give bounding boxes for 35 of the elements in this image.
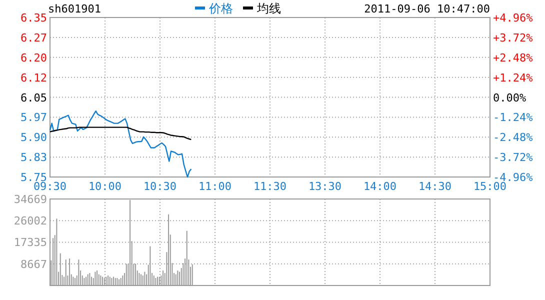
y-tick-label: 34669: [14, 193, 47, 206]
y-tick-label: 6.27: [20, 31, 47, 44]
y2-tick-label: +4.96%: [493, 12, 534, 24]
legend-label: 均线: [256, 2, 281, 16]
chart-subtitle: 2011-09-06 10:47:00: [364, 2, 490, 16]
y2-tick-label: -2.48%: [493, 131, 534, 144]
x-tick-label: 13:30: [308, 180, 342, 193]
x-tick-label: 11:30: [253, 180, 287, 193]
y-tick-label: 6.35: [20, 12, 47, 24]
y-tick-label: 6.12: [20, 71, 47, 84]
x-tick-label: 10:00: [88, 180, 122, 193]
x-tick-label: 15:00: [473, 180, 507, 193]
y-tick-label: 17335: [14, 236, 47, 250]
y-tick-label: 5.90: [20, 131, 47, 144]
y2-tick-label: +1.24%: [493, 71, 534, 84]
y-tick-label: 8667: [20, 258, 47, 271]
y2-tick-label: +2.48%: [493, 51, 534, 64]
y2-tick-label: +3.72%: [493, 31, 534, 44]
y-tick-label: 6.05: [20, 91, 47, 104]
x-tick-label: 11:00: [198, 180, 232, 193]
y-tick-label: 5.97: [20, 111, 47, 124]
x-tick-label: 09:30: [33, 180, 67, 193]
y-tick-label: 26002: [14, 214, 47, 228]
y-tick-label: 6.20: [20, 51, 47, 64]
y-tick-label: 5.83: [20, 151, 47, 164]
legend-label: 价格: [208, 2, 233, 16]
line-series: [49, 110, 192, 178]
y2-tick-label: -3.72%: [493, 151, 534, 164]
x-tick-label: 14:00: [363, 180, 397, 193]
x-tick-label: 14:30: [418, 180, 452, 193]
chart-title: sh601901: [48, 2, 101, 16]
y2-tick-label: -1.24%: [493, 111, 534, 124]
line-series: [49, 126, 192, 140]
y2-tick-label: 0.00%: [493, 91, 526, 104]
x-tick-label: 10:30: [143, 180, 177, 193]
